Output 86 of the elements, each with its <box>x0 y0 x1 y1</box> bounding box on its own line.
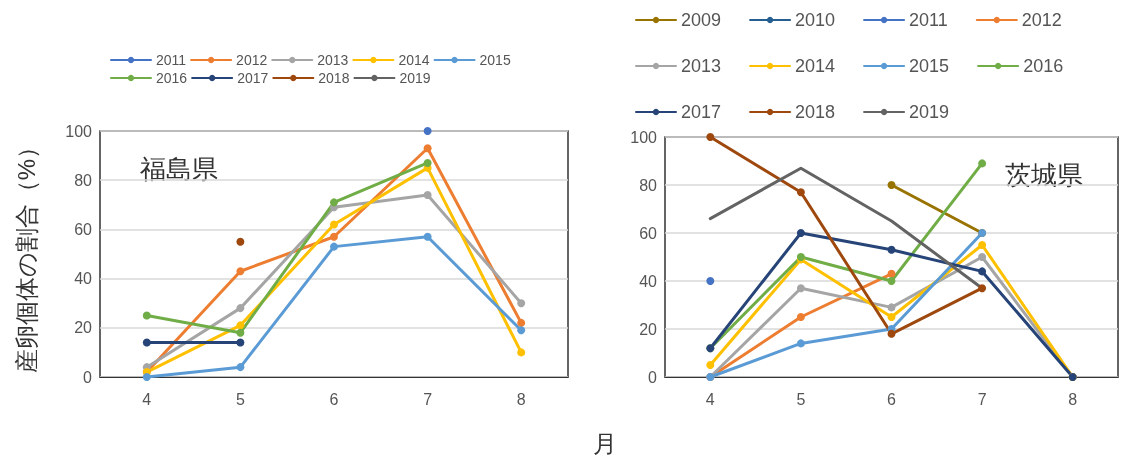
annotation: 福島県 <box>140 154 218 184</box>
x-axis-title: 月 <box>592 429 618 459</box>
x-tick-label: 7 <box>423 390 433 408</box>
legend-label: 2018 <box>795 102 836 122</box>
point <box>517 348 526 357</box>
point <box>887 269 896 278</box>
legend-label: 2010 <box>795 10 836 30</box>
point <box>236 363 245 372</box>
annotation: 茨城県 <box>1005 160 1083 190</box>
point <box>796 339 805 348</box>
legend-label: 2011 <box>156 52 187 68</box>
legend-label: 2019 <box>909 102 950 122</box>
point <box>796 229 805 237</box>
point <box>330 242 338 251</box>
legend-label: 2014 <box>795 56 836 76</box>
point <box>706 361 715 369</box>
point <box>236 338 245 347</box>
legend-label: 2013 <box>317 52 349 68</box>
point <box>517 299 526 308</box>
legend-label: 2015 <box>479 52 511 68</box>
point <box>887 313 896 321</box>
legend-label: 2011 <box>909 10 948 30</box>
point <box>517 326 526 335</box>
legend-label: 2014 <box>398 52 430 68</box>
legend-label: 2013 <box>681 56 722 76</box>
x-tick-label: 4 <box>705 390 715 408</box>
point <box>142 373 151 381</box>
point <box>330 220 338 229</box>
x-tick-label: 5 <box>235 390 245 408</box>
y-tick-label: 20 <box>74 319 93 337</box>
legend-label: 2018 <box>318 70 350 86</box>
point <box>236 328 245 337</box>
x-tick-label: 6 <box>329 390 339 408</box>
y-tick-label: 100 <box>65 122 93 140</box>
point <box>978 159 987 168</box>
point <box>978 253 987 261</box>
point <box>142 311 151 320</box>
point <box>517 318 526 327</box>
y-tick-label: 20 <box>639 320 658 338</box>
point <box>796 313 805 321</box>
point <box>423 232 432 241</box>
point <box>887 245 896 254</box>
point <box>887 181 896 189</box>
legend-label: 2015 <box>909 56 950 76</box>
legend-label: 2017 <box>237 70 269 86</box>
y-tick-label: 60 <box>74 220 93 238</box>
y-tick-label: 40 <box>74 270 93 288</box>
x-tick-label: 6 <box>887 390 897 408</box>
point <box>887 303 896 312</box>
y-tick-label: 100 <box>630 128 658 146</box>
point <box>330 198 338 207</box>
legend-label: 2017 <box>681 102 722 122</box>
x-tick-label: 4 <box>142 390 152 408</box>
point <box>796 188 805 197</box>
y-tick-label: 60 <box>639 224 658 242</box>
point <box>236 321 245 330</box>
legend-label: 2012 <box>1021 10 1062 30</box>
point <box>706 133 715 141</box>
point <box>142 338 151 347</box>
point <box>978 267 987 276</box>
legend-label: 2016 <box>1023 56 1064 76</box>
legend-label: 2009 <box>681 10 722 30</box>
point <box>330 232 338 241</box>
legend-label: 2012 <box>236 52 268 68</box>
y-tick-label: 40 <box>639 272 658 290</box>
y-tick-label: 0 <box>648 368 658 386</box>
x-tick-label: 5 <box>796 390 806 408</box>
y-axis-title: 産卵個体の割合（%） <box>12 134 40 374</box>
legend-label: 2019 <box>399 70 431 86</box>
legend-label: 2016 <box>156 70 188 86</box>
y-tick-label: 80 <box>639 176 658 194</box>
y-tick-label: 0 <box>83 368 93 386</box>
x-tick-label: 8 <box>1068 390 1078 408</box>
x-tick-label: 8 <box>516 390 526 408</box>
point <box>423 190 432 199</box>
point <box>236 267 245 276</box>
point <box>796 284 805 293</box>
y-tick-label: 80 <box>74 171 93 189</box>
point <box>978 284 987 293</box>
point <box>887 329 896 338</box>
point <box>978 241 987 249</box>
x-tick-label: 7 <box>977 390 987 408</box>
point <box>236 304 245 313</box>
point <box>887 277 896 285</box>
point <box>423 144 432 153</box>
point <box>423 158 432 167</box>
